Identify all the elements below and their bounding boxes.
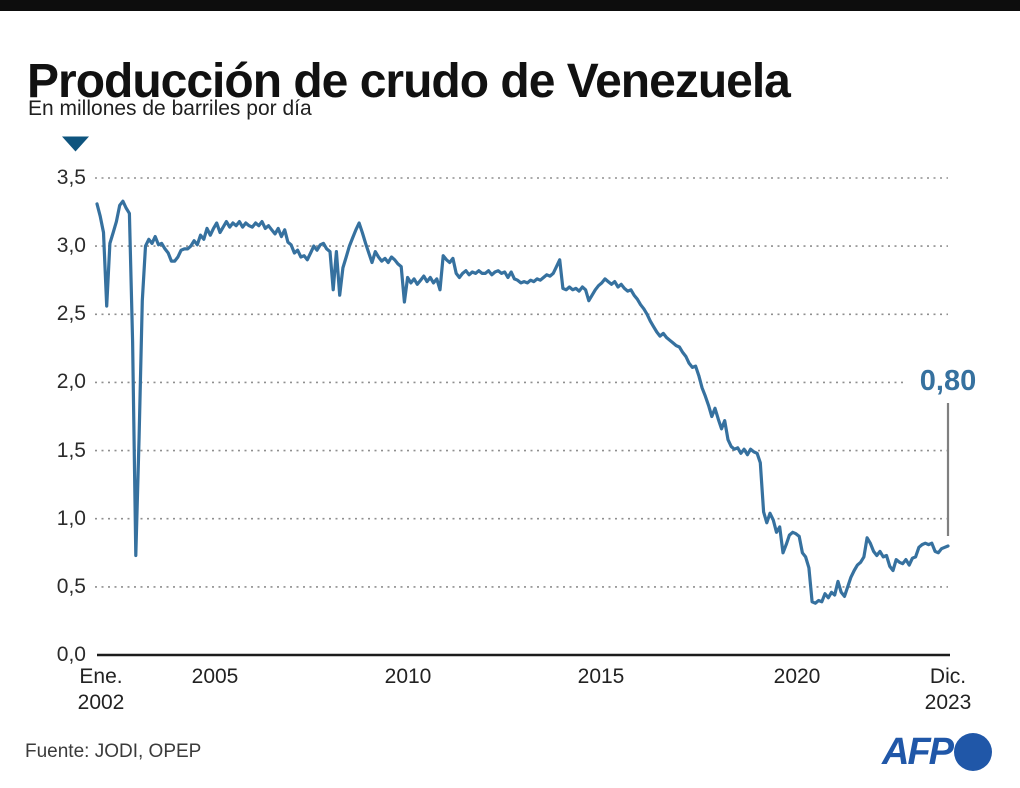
x-axis-label: 2015 bbox=[577, 665, 625, 688]
x-axis-label-line: 2023 bbox=[924, 691, 972, 714]
production-line-path bbox=[95, 199, 950, 605]
x-axis-label-line: Dic. bbox=[929, 665, 967, 688]
chart-subtitle: En millones de barriles por día bbox=[28, 97, 312, 120]
afp-logo: AFP bbox=[882, 731, 992, 773]
y-axis-label: 0,0 bbox=[56, 643, 86, 666]
top-bar bbox=[0, 0, 1020, 11]
page-title: Producción de crudo de Venezuela bbox=[27, 55, 791, 109]
y-axis-label: 1,5 bbox=[56, 439, 86, 462]
down-triangle-icon bbox=[62, 136, 89, 152]
end-value-label: 0,80 bbox=[906, 364, 990, 399]
x-axis-label-line: Ene. bbox=[79, 665, 123, 688]
gridlines bbox=[95, 177, 948, 588]
y-axis-label: 3,0 bbox=[56, 234, 86, 257]
x-axis-label: 2010 bbox=[384, 665, 432, 688]
y-axis-label: 0,5 bbox=[56, 575, 86, 598]
x-axis-label-line: 2002 bbox=[77, 691, 125, 714]
x-axis-label-last: Dic. 2023 bbox=[918, 664, 978, 714]
x-axis-label: 2005 bbox=[191, 665, 239, 688]
x-axis-label: 2020 bbox=[773, 665, 821, 688]
y-axis-label: 3,5 bbox=[56, 166, 86, 189]
source-text: Fuente: JODI, OPEP bbox=[25, 741, 202, 762]
afp-logo-text: AFP bbox=[882, 731, 954, 773]
y-axis-label: 1,0 bbox=[56, 507, 86, 530]
y-axis-label: 2,5 bbox=[56, 302, 86, 325]
y-axis-label: 2,0 bbox=[56, 370, 86, 393]
x-axis-label-first: Ene. 2002 bbox=[76, 664, 126, 714]
afp-logo-circle-icon bbox=[954, 733, 992, 771]
